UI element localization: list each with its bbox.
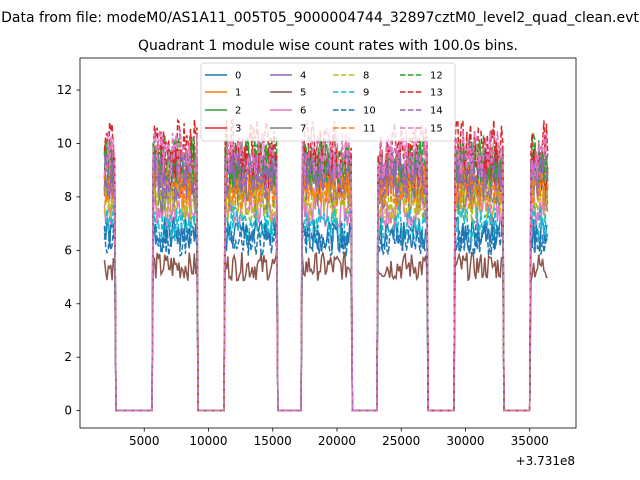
chart-title: Quadrant 1 module wise count rates with … — [138, 38, 518, 54]
legend-label-6: 6 — [300, 106, 306, 117]
x-tick-label: 15000 — [254, 434, 292, 448]
legend-label-11: 11 — [363, 124, 376, 135]
legend-label-0: 0 — [235, 71, 241, 82]
series-line-15 — [103, 128, 549, 412]
x-axis: 5000 10000 15000 20000 25000 30000 35000 — [129, 428, 549, 448]
y-tick-label: 2 — [64, 350, 72, 364]
y-tick-label: 12 — [57, 83, 72, 97]
legend-label-14: 14 — [430, 106, 443, 117]
axes-frame — [79, 57, 577, 429]
legend-label-5: 5 — [300, 88, 306, 99]
legend-label-13: 13 — [430, 88, 443, 99]
series-line-8 — [103, 181, 549, 412]
y-axis: 0 2 4 6 8 10 12 — [57, 83, 80, 418]
y-tick-label: 10 — [57, 136, 72, 150]
legend-label-2: 2 — [235, 106, 241, 117]
y-tick-label: 0 — [64, 404, 72, 418]
x-tick-label: 10000 — [189, 434, 227, 448]
x-tick-label: 35000 — [511, 434, 549, 448]
y-tick-label: 8 — [64, 190, 72, 204]
legend-label-9: 9 — [363, 88, 369, 99]
figure-suptitle: Data from file: modeM0/AS1A11_005T05_900… — [1, 10, 639, 26]
x-offset-label: +3.731e8 — [516, 454, 575, 468]
series-line-5 — [103, 251, 548, 412]
legend-label-4: 4 — [300, 71, 306, 82]
x-tick-label: 30000 — [446, 434, 484, 448]
y-tick-label: 4 — [64, 297, 72, 311]
legend-label-8: 8 — [363, 71, 369, 82]
series-line-10 — [103, 221, 548, 412]
legend-label-3: 3 — [235, 124, 241, 135]
x-tick-label: 20000 — [318, 434, 356, 448]
legend-label-10: 10 — [363, 106, 376, 117]
legend-label-12: 12 — [430, 71, 443, 82]
legend-label-1: 1 — [235, 88, 241, 99]
series-line-9 — [103, 204, 549, 412]
legend-frame — [200, 62, 456, 142]
y-tick-label: 6 — [64, 243, 72, 257]
x-tick-label: 5000 — [129, 434, 160, 448]
legend-label-15: 15 — [430, 124, 443, 135]
x-tick-label: 25000 — [382, 434, 420, 448]
legend-label-7: 7 — [300, 124, 306, 135]
series-line-14 — [103, 150, 549, 412]
series-layer — [103, 118, 549, 412]
